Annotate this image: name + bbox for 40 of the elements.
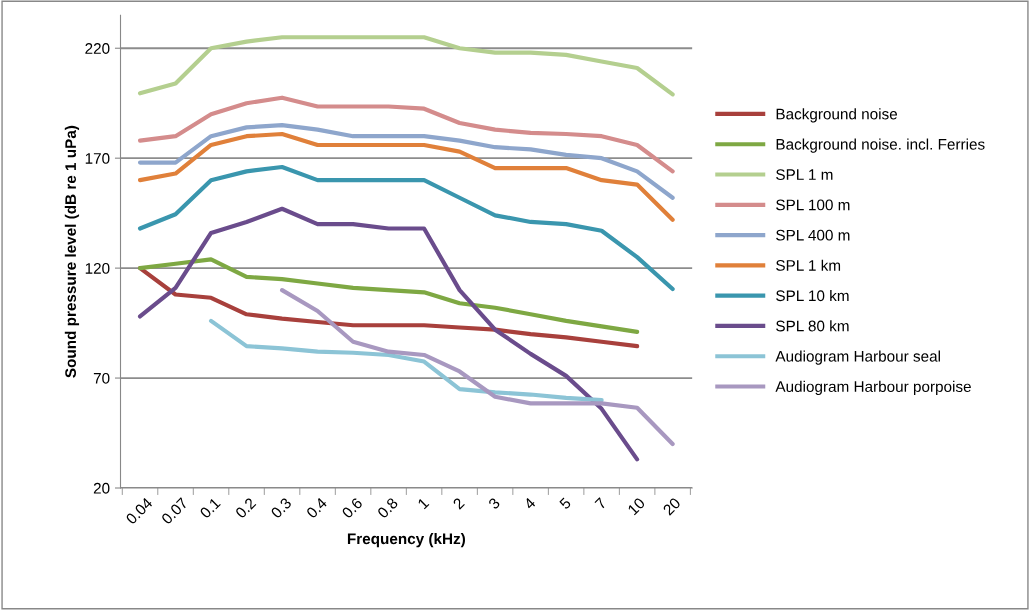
x-tick-label: 4: [523, 497, 537, 510]
legend-label: Audiogram Harbour porpoise: [775, 380, 971, 396]
x-tick-label: 7: [594, 497, 607, 510]
legend-label: Audiogram Harbour seal: [775, 350, 940, 365]
legend-label: Background noise. incl. Ferries: [776, 138, 985, 153]
line-series: [279, 288, 675, 447]
y-tick-label: 120: [85, 262, 110, 274]
x-tick-label: 2: [452, 497, 465, 510]
legend-label: SPL 1 m: [776, 169, 833, 181]
x-tick-label: 0.6: [341, 497, 364, 519]
x-tick-label: 5: [558, 497, 572, 510]
legend-label: SPL 1 km: [776, 259, 841, 271]
line-series: [137, 257, 640, 334]
x-tick-label: 0.1: [199, 497, 221, 519]
x-tick-label: 1: [417, 497, 430, 510]
line-series: [137, 164, 675, 292]
line-series: [137, 131, 675, 222]
line-series: [137, 35, 675, 97]
x-axis-title: Frequency (kHz): [347, 532, 465, 548]
line-series: [137, 206, 640, 462]
legend-label: SPL 10 km: [776, 289, 849, 302]
line-series: [137, 95, 675, 174]
legend-label: Background noise: [776, 108, 898, 123]
x-tick-label: 20: [662, 497, 682, 516]
y-axis-title: Sound pressure level (dB re 1 uPa): [64, 125, 80, 378]
y-tick-label: 70: [93, 372, 110, 384]
legend-label: SPL 100 m: [776, 199, 850, 211]
line-series: [137, 123, 675, 200]
y-tick-label: 170: [85, 153, 110, 164]
x-tick-label: 0.3: [270, 497, 292, 519]
legend-label: SPL 400 m: [776, 229, 850, 241]
x-tick-label: 10: [627, 497, 646, 516]
line-series: [208, 318, 604, 403]
x-tick-label: 0.4: [305, 496, 328, 519]
y-tick-label: 220: [85, 43, 110, 54]
x-tick-label: 0.2: [234, 497, 257, 519]
x-tick-label: 3: [487, 497, 501, 510]
y-tick-label: 20: [93, 482, 110, 494]
x-tick-label: 0.8: [376, 497, 399, 519]
legend-label: SPL 80 km: [776, 320, 849, 332]
